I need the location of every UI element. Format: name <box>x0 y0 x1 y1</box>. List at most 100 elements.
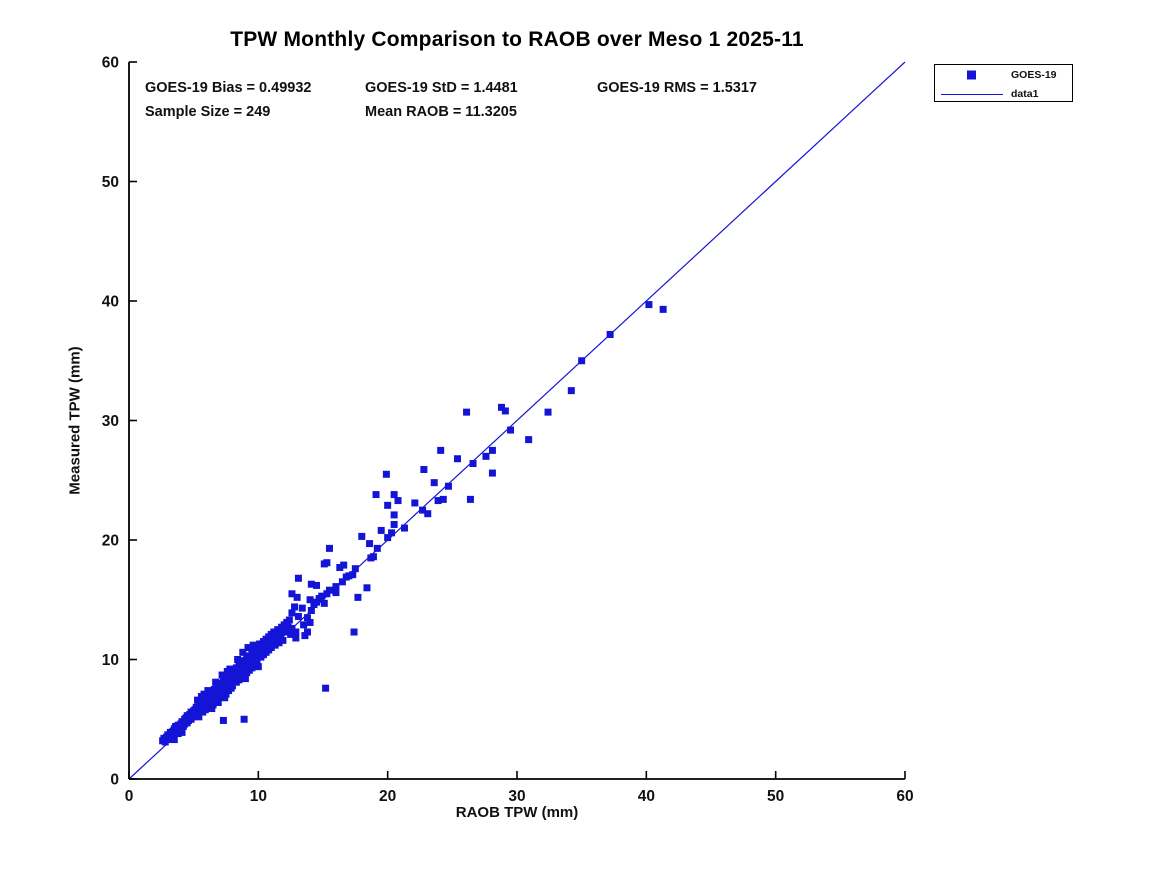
scatter-point <box>390 520 398 528</box>
scatter-point <box>325 586 333 594</box>
scatter-point <box>439 495 447 503</box>
scatter-point <box>240 715 248 723</box>
scatter-point <box>256 640 264 648</box>
scatter-point <box>214 699 222 707</box>
scatter-point <box>178 728 186 736</box>
scatter-point <box>204 687 212 695</box>
legend-line-icon <box>941 93 1003 95</box>
scatter-point <box>384 534 392 542</box>
legend-series-label: GOES-19 <box>1011 68 1057 81</box>
scatter-point <box>298 604 306 612</box>
x-tick-label: 20 <box>379 788 396 805</box>
scatter-point <box>234 656 242 663</box>
stat-sample-size: Sample Size = 249 <box>145 104 271 120</box>
scatter-point <box>544 408 552 416</box>
scatter-point <box>226 665 234 673</box>
scatter-point <box>382 470 390 478</box>
scatter-point <box>434 497 442 505</box>
scatter-point <box>201 706 209 714</box>
scatter-point <box>463 408 471 416</box>
scatter-point <box>384 501 392 509</box>
scatter-point <box>269 635 277 643</box>
scatter-point <box>307 607 315 615</box>
scatter-point <box>267 644 275 652</box>
scatter-point <box>194 696 202 704</box>
x-tick-label: 50 <box>767 788 784 805</box>
scatter-point <box>275 639 283 647</box>
scatter-point <box>482 452 490 460</box>
scatter-point <box>469 460 477 468</box>
scatter-point <box>525 436 533 444</box>
scatter-point <box>322 684 330 692</box>
scatter-point <box>279 636 287 644</box>
scatter-point <box>645 301 653 309</box>
scatter-point <box>567 387 575 395</box>
scatter-point <box>351 565 359 573</box>
scatter-point <box>212 678 220 686</box>
y-tick-label: 30 <box>102 413 119 430</box>
scatter-point <box>340 561 348 569</box>
scatter-point <box>253 659 261 667</box>
scatter-point <box>218 689 226 697</box>
scatter-point <box>325 544 333 552</box>
scatter-point <box>390 511 398 519</box>
y-tick-label: 0 <box>110 772 119 789</box>
scatter-point <box>349 571 357 579</box>
scatter-point <box>195 713 203 721</box>
scatter-point <box>372 491 380 499</box>
scatter-point <box>369 553 377 561</box>
scatter-point <box>424 510 432 518</box>
scatter-point <box>222 690 230 698</box>
scatter-point <box>285 616 293 624</box>
scatter-point <box>400 524 408 532</box>
scatter-point <box>345 572 353 580</box>
scatter-point <box>578 357 586 365</box>
y-tick-label: 20 <box>102 533 119 550</box>
x-tick-label: 40 <box>638 788 655 805</box>
scatter-point <box>419 506 427 514</box>
scatter-point <box>394 497 402 505</box>
scatter-point <box>216 693 224 701</box>
scatter-point <box>174 730 182 738</box>
scatter-point <box>292 634 300 642</box>
scatter-point <box>332 583 340 591</box>
scatter-point <box>221 694 229 702</box>
scatter-point <box>244 644 252 652</box>
stat-std: GOES-19 StD = 1.4481 <box>365 80 518 96</box>
scatter-point <box>306 618 314 626</box>
y-axis-label: Measured TPW (mm) <box>66 346 84 495</box>
scatter-point <box>501 407 509 415</box>
scatter-point <box>377 526 385 534</box>
y-tick-label: 40 <box>102 294 119 311</box>
scatter-point <box>218 671 226 679</box>
scatter-point <box>200 690 208 698</box>
scatter-point <box>300 621 308 629</box>
scatter-point <box>313 598 321 606</box>
scatter-point <box>320 599 328 607</box>
stat-bias: GOES-19 Bias = 0.49932 <box>145 80 312 96</box>
x-tick-label: 30 <box>508 788 525 805</box>
scatter-point <box>388 529 396 537</box>
scatter-point <box>294 574 302 582</box>
scatter-point <box>507 426 515 434</box>
scatter-point <box>288 609 296 617</box>
scatter-point <box>292 628 300 636</box>
scatter-point <box>287 630 295 638</box>
scatter-point <box>209 701 217 709</box>
scatter-point <box>488 446 496 454</box>
scatter-point <box>454 455 462 463</box>
stat-mean-raob: Mean RAOB = 11.3205 <box>365 104 517 120</box>
scatter-point <box>358 532 366 540</box>
scatter-point <box>270 628 278 636</box>
scatter-point <box>606 330 614 338</box>
scatter-point <box>170 736 178 744</box>
x-tick-label: 10 <box>250 788 267 805</box>
scatter-point <box>420 465 428 473</box>
scatter-point <box>350 628 358 636</box>
x-tick-label: 0 <box>125 788 134 805</box>
scatter-point <box>430 479 438 487</box>
scatter-point <box>169 732 177 740</box>
scatter-point <box>288 590 296 598</box>
